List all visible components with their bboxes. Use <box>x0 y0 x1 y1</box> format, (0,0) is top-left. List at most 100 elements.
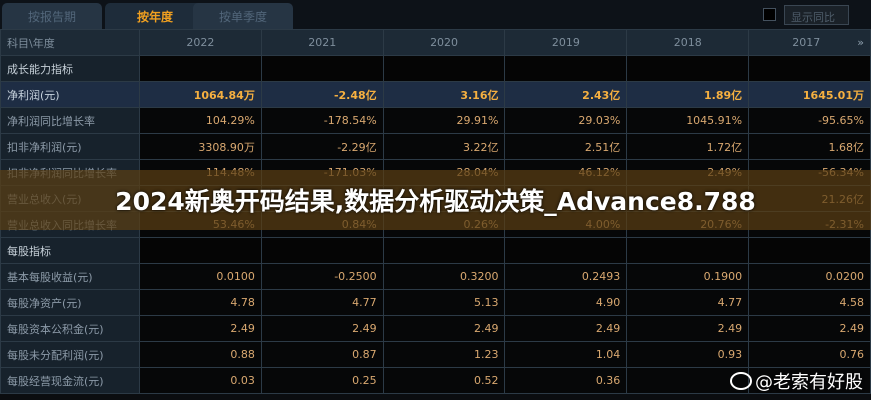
weibo-icon <box>730 372 752 390</box>
tab-by-year[interactable]: 按年度 <box>105 3 205 29</box>
table-row[interactable]: 扣非净利润(元) 3308.90万 -2.29亿 3.22亿 2.51亿 1.72亿 1.6… <box>0 133 871 160</box>
cell-value: 4.77 <box>260 289 384 316</box>
cell-value <box>748 237 871 264</box>
cell-value: 2.49 <box>626 315 750 342</box>
cell-value: 4.58 <box>748 289 871 316</box>
show-yoy-checkbox[interactable] <box>763 8 776 21</box>
cell-value: 1064.84万 <box>139 81 262 108</box>
table-row[interactable]: 基本每股收益(元) 0.0100 -0.2500 0.3200 0.2493 0.1900… <box>0 263 871 290</box>
title-banner: 2024新奥开码结果,数据分析驱动决策_Advance8.788 <box>0 170 871 230</box>
cell-value: 0.88 <box>139 341 262 368</box>
row-label: 扣非净利润(元) <box>0 133 140 160</box>
row-label: 净利润(元) <box>0 81 140 108</box>
year-header[interactable]: 2018 <box>626 29 750 56</box>
tab-bar: 按报告期 按年度 按单季度 显示同比 <box>0 0 871 29</box>
year-header[interactable]: 2019 <box>504 29 628 56</box>
cell-value <box>382 55 506 82</box>
cell-value: 0.52 <box>382 367 506 394</box>
cell-value: 0.76 <box>748 341 871 368</box>
table-row[interactable]: 净利润同比增长率 104.29% -178.54% 29.91% 29.03% 1045.… <box>0 107 871 134</box>
cell-value: -2.48亿 <box>260 81 384 108</box>
row-label: 成长能力指标 <box>0 55 140 82</box>
year-header[interactable]: 2022 <box>139 29 262 56</box>
cell-value: 1.04 <box>504 341 628 368</box>
cell-value: 1.23 <box>382 341 506 368</box>
tab-by-report-period[interactable]: 按报告期 <box>2 3 102 29</box>
banner-title: 2024新奥开码结果,数据分析驱动决策_Advance8.788 <box>115 187 756 216</box>
cell-value: 0.36 <box>504 367 628 394</box>
table-header-row: 科目\年度 2022 2021 2020 2019 2018 2017 » <box>0 29 871 56</box>
cell-value <box>260 237 384 264</box>
cell-value: 3.22亿 <box>382 133 506 160</box>
cell-value <box>139 55 262 82</box>
cell-value: 1.72亿 <box>626 133 750 160</box>
tab-by-quarter[interactable]: 按单季度 <box>193 3 293 29</box>
row-label: 每股未分配利润(元) <box>0 341 140 368</box>
cell-value: 2.49 <box>504 315 628 342</box>
cell-value: 0.93 <box>626 341 750 368</box>
cell-value <box>260 55 384 82</box>
cell-value: 0.3200 <box>382 263 506 290</box>
cell-value: -2.29亿 <box>260 133 384 160</box>
cell-value: 3.16亿 <box>382 81 506 108</box>
table-row[interactable]: 净利润(元) 1064.84万 -2.48亿 3.16亿 2.43亿 1.89亿 1645.… <box>0 81 871 108</box>
cell-value <box>139 237 262 264</box>
cell-value <box>626 367 750 394</box>
row-label: 每股指标 <box>0 237 140 264</box>
table-row[interactable]: 成长能力指标 <box>0 55 871 82</box>
cell-value <box>382 237 506 264</box>
cell-value: 5.13 <box>382 289 506 316</box>
cell-value: 0.25 <box>260 367 384 394</box>
cell-value: 1645.01万 <box>748 81 871 108</box>
row-label: 每股资本公积金(元) <box>0 315 140 342</box>
year-header[interactable]: 2017 » <box>748 29 871 56</box>
row-label: 每股经营现金流(元) <box>0 367 140 394</box>
cell-value: 0.1900 <box>626 263 750 290</box>
cell-value <box>626 237 750 264</box>
year-label: 2022 <box>186 36 215 49</box>
header-label: 科目\年度 <box>0 29 140 56</box>
table-row[interactable]: 每股净资产(元) 4.78 4.77 5.13 4.90 4.77 4.58 <box>0 289 871 316</box>
cell-value: 2.49 <box>748 315 871 342</box>
cell-value: 0.03 <box>139 367 262 394</box>
year-header[interactable]: 2020 <box>382 29 506 56</box>
cell-value <box>748 367 871 394</box>
cell-value: 1.68亿 <box>748 133 871 160</box>
cell-value: 4.78 <box>139 289 262 316</box>
table-row[interactable]: 每股资本公积金(元) 2.49 2.49 2.49 2.49 2.49 2.49 <box>0 315 871 342</box>
cell-value <box>748 55 871 82</box>
cell-value: 0.87 <box>260 341 384 368</box>
cell-value: 104.29% <box>139 107 262 134</box>
row-label: 每股净资产(元) <box>0 289 140 316</box>
year-header[interactable]: 2021 <box>260 29 384 56</box>
cell-value: 2.49 <box>139 315 262 342</box>
year-label: 2021 <box>308 36 337 49</box>
cell-value: 2.49 <box>260 315 384 342</box>
cell-value: -95.65% <box>748 107 871 134</box>
table-row[interactable]: 每股未分配利润(元) 0.88 0.87 1.23 1.04 0.93 0.76 <box>0 341 871 368</box>
year-label: 2019 <box>551 36 580 49</box>
year-label: 2018 <box>673 36 702 49</box>
year-label: 2020 <box>430 36 459 49</box>
cell-value: 29.91% <box>382 107 506 134</box>
next-page-icon[interactable]: » <box>857 36 864 49</box>
cell-value: 1045.91% <box>626 107 750 134</box>
row-label: 净利润同比增长率 <box>0 107 140 134</box>
table-row[interactable]: 每股经营现金流(元) 0.03 0.25 0.52 0.36 <box>0 367 871 394</box>
cell-value: -178.54% <box>260 107 384 134</box>
cell-value <box>504 55 628 82</box>
year-label: 2017 <box>792 36 821 49</box>
cell-value: 2.51亿 <box>504 133 628 160</box>
show-yoy-button[interactable]: 显示同比 <box>784 5 849 25</box>
cell-value: 2.49 <box>382 315 506 342</box>
table-row[interactable]: 每股指标 <box>0 237 871 264</box>
watermark-text: @老索有好股 <box>755 372 863 393</box>
cell-value: 0.2493 <box>504 263 628 290</box>
cell-value: 2.43亿 <box>504 81 628 108</box>
cell-value: 29.03% <box>504 107 628 134</box>
cell-value: 4.90 <box>504 289 628 316</box>
cell-value: -0.2500 <box>260 263 384 290</box>
cell-value: 3308.90万 <box>139 133 262 160</box>
cell-value <box>504 237 628 264</box>
cell-value: 4.77 <box>626 289 750 316</box>
